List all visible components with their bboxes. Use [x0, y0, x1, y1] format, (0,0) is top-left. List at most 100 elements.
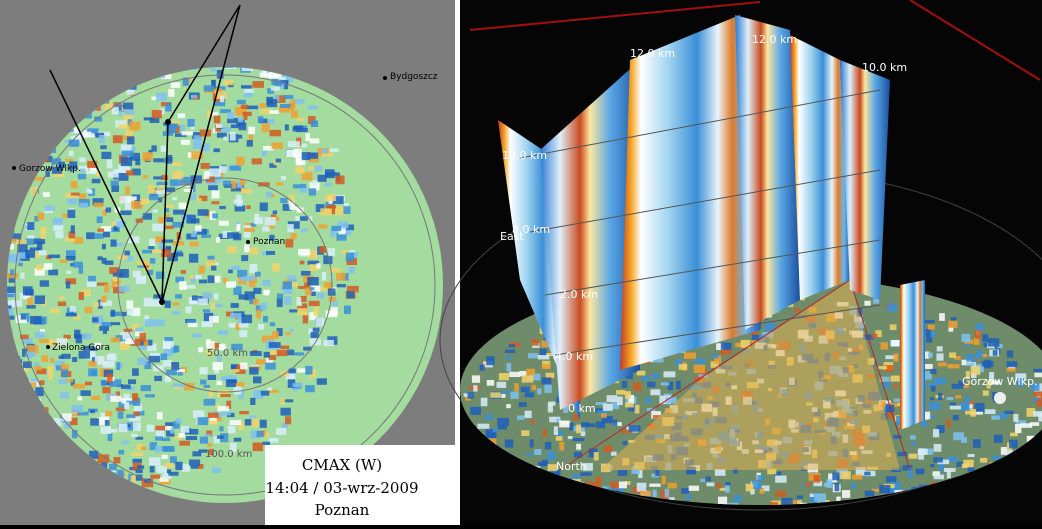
echo-cell — [268, 119, 275, 124]
echo-cell — [251, 418, 259, 427]
echo-cell — [313, 328, 320, 332]
echo-cell — [268, 74, 277, 78]
echo-cell — [653, 373, 660, 379]
echo-cell — [250, 398, 255, 405]
echo-cell — [132, 368, 139, 376]
echo-cell — [27, 222, 34, 230]
echo-cell — [27, 297, 33, 305]
echo-cell — [980, 458, 987, 463]
echo-cell — [295, 216, 299, 221]
echo-cell — [234, 438, 242, 442]
echo-cell — [665, 489, 669, 498]
echo-cell — [85, 307, 93, 313]
echo-cell — [297, 297, 302, 305]
echo-cell — [594, 452, 599, 460]
echo-cell — [239, 411, 248, 414]
echo-cell — [805, 483, 811, 487]
echo-cell — [297, 128, 308, 132]
echo-cell — [39, 250, 47, 255]
echo-cell — [534, 449, 541, 455]
echo-cell — [135, 328, 143, 332]
echo-cell — [30, 316, 41, 324]
city-dot — [383, 76, 387, 80]
echo-cell — [119, 286, 130, 293]
range-label: 50.0 km — [207, 348, 248, 359]
echo-cell — [112, 107, 119, 114]
echo-cell — [320, 208, 332, 215]
echo-cell — [66, 281, 70, 288]
city-label: Gorzow Wlkp. — [962, 375, 1038, 388]
echo-cell — [971, 366, 981, 375]
echo-cell — [891, 340, 899, 347]
echo-cell — [1009, 440, 1018, 449]
echo-cell — [90, 410, 95, 414]
echo-cell — [625, 391, 631, 398]
echo-cell — [298, 249, 310, 255]
echo-cell — [878, 366, 887, 369]
echo-cell — [79, 203, 88, 208]
echo-cell — [121, 441, 129, 445]
echo-cell — [289, 195, 294, 202]
echo-cell — [227, 246, 236, 253]
echo-cell — [324, 183, 331, 187]
echo-cell — [44, 263, 53, 270]
direction-label: East — [500, 230, 524, 243]
echo-cell — [310, 138, 320, 143]
echo-cell — [107, 354, 115, 360]
echo-cell — [209, 389, 214, 397]
echo-cell — [162, 438, 170, 441]
echo-cell — [814, 475, 820, 483]
echo-cell — [321, 288, 328, 291]
echo-cell — [694, 365, 705, 373]
echo-cell — [165, 205, 174, 208]
echo-cell — [961, 437, 967, 443]
echo-cell — [86, 171, 98, 174]
echo-cell — [61, 354, 70, 359]
echo-cell — [120, 211, 131, 216]
echo-cell — [950, 406, 961, 410]
echo-cell — [248, 127, 255, 134]
echo-cell — [162, 455, 168, 459]
echo-cell — [293, 149, 302, 158]
echo-cell — [86, 232, 95, 239]
echo-cell — [132, 452, 144, 456]
echo-cell — [110, 396, 121, 402]
echo-cell — [53, 218, 63, 225]
echo-cell — [506, 356, 511, 360]
echo-cell — [35, 332, 45, 338]
curtain — [900, 280, 925, 430]
curtain — [735, 15, 800, 330]
echo-cell — [79, 292, 84, 300]
echo-cell — [307, 277, 319, 285]
echo-cell — [221, 411, 231, 416]
echo-cell — [253, 288, 261, 294]
echo-cell — [506, 363, 511, 371]
echo-cell — [26, 305, 35, 309]
echo-cell — [1007, 368, 1016, 372]
echo-cell — [521, 430, 529, 436]
echo-cell — [318, 224, 327, 228]
echo-cell — [961, 334, 970, 342]
echo-cell — [525, 411, 532, 418]
echo-cell — [217, 435, 224, 438]
echo-cell — [113, 457, 120, 463]
echo-cell — [569, 422, 573, 430]
echo-cell — [991, 415, 1000, 419]
echo-cell — [219, 221, 229, 226]
echo-cell — [241, 189, 251, 193]
echo-cell — [276, 159, 281, 163]
echo-cell — [547, 451, 556, 460]
echo-cell — [195, 275, 202, 279]
echo-cell — [966, 354, 974, 362]
echo-cell — [297, 368, 305, 372]
echo-cell — [230, 166, 242, 171]
echo-cell — [202, 292, 212, 298]
echo-cell — [34, 366, 41, 370]
echo-cell — [346, 253, 354, 262]
echo-cell — [97, 228, 104, 231]
echo-cell — [250, 351, 262, 356]
echo-cell — [237, 100, 246, 104]
echo-cell — [814, 493, 826, 501]
echo-cell — [208, 375, 216, 380]
